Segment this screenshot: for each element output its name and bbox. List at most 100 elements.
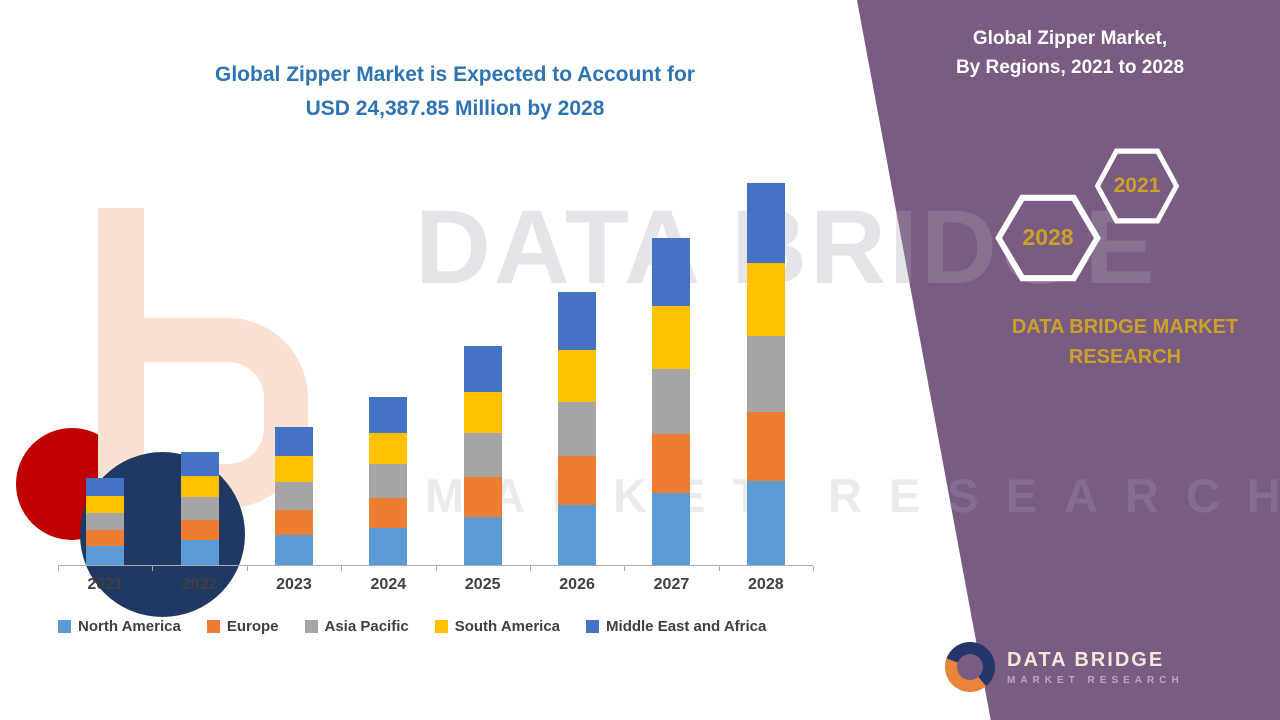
bar-segment-europe xyxy=(274,509,313,535)
axis-tick xyxy=(529,566,531,571)
bar-segment-north-america xyxy=(274,534,313,565)
bar-segment-north-america xyxy=(463,516,502,565)
legend-item-north-america: North America xyxy=(58,618,181,635)
bar-2023 xyxy=(247,160,341,565)
legend-swatch xyxy=(586,620,600,633)
panel-title-line1: Global Zipper Market, xyxy=(972,28,1168,49)
chart-legend: North America Europe Asia Pacific South Ame… xyxy=(58,618,766,635)
bar-segment-north-america xyxy=(746,481,785,565)
legend-swatch xyxy=(304,620,318,633)
x-axis-label-2027: 2027 xyxy=(653,576,690,593)
hexagon-outline: 2021 xyxy=(1094,148,1180,224)
legend-label: North America xyxy=(78,618,181,635)
bar-segment-south-america xyxy=(180,475,219,498)
x-axis-label-2025: 2025 xyxy=(464,576,501,593)
footer-logo: DATA BRIDGE MARKET RESEARCH xyxy=(945,642,1184,692)
bar-segment-north-america xyxy=(180,540,219,565)
brand-name-text: DATA BRIDGE MARKET RESEARCH xyxy=(965,312,1280,372)
bar-2024 xyxy=(341,160,435,565)
bar-segment-europe xyxy=(86,530,125,546)
plot-area xyxy=(58,160,813,565)
brand-name-line1: DATA BRIDGE MARKET xyxy=(1011,316,1239,338)
footer-logo-text: DATA BRIDGE MARKET RESEARCH xyxy=(1007,648,1184,686)
bar-segment-north-america xyxy=(652,492,691,565)
axis-tick xyxy=(152,566,154,571)
hexagon-outline: 2028 xyxy=(995,194,1101,282)
x-axis-label-2026: 2026 xyxy=(559,576,595,593)
legend-label: Europe xyxy=(226,618,279,635)
bar-segment-europe xyxy=(652,434,691,493)
bar-segment-asia-pacific xyxy=(652,368,691,435)
bar-segment-asia-pacific xyxy=(558,401,597,456)
bar-2022 xyxy=(152,160,246,565)
x-axis-label-2024: 2024 xyxy=(370,576,407,593)
bar-2027 xyxy=(624,160,718,565)
axis-tick xyxy=(624,566,626,571)
chart-title-line2: USD 24,387.85 Million by 2028 xyxy=(305,96,605,120)
axis-tick xyxy=(718,566,720,571)
hexagon-badge-2028: 2028 xyxy=(993,193,1103,283)
axis-tick xyxy=(341,566,343,571)
bar-segment-middle-east-and-africa xyxy=(463,345,502,392)
x-axis-label-2028: 2028 xyxy=(748,576,784,593)
bar-2021 xyxy=(58,160,152,565)
x-axis-label-2023: 2023 xyxy=(276,576,312,593)
x-axis-label-2022: 2022 xyxy=(181,576,218,593)
bar-segment-asia-pacific xyxy=(369,464,408,498)
bar-segment-south-america xyxy=(558,349,597,402)
bar-segment-middle-east-and-africa xyxy=(746,183,785,264)
hexagon-year-label: 2021 xyxy=(1100,153,1174,219)
hexagon-badge-2021: 2021 xyxy=(1093,147,1181,225)
bar-segment-asia-pacific xyxy=(463,433,502,478)
bar-segment-asia-pacific xyxy=(86,512,125,531)
x-axis-label-2021: 2021 xyxy=(87,576,123,593)
panel-title-line2: By Regions, 2021 to 2028 xyxy=(955,57,1185,79)
axis-tick xyxy=(813,566,814,571)
bar-segment-middle-east-and-africa xyxy=(652,237,691,307)
brand-name-line2: RESEARCH xyxy=(1068,346,1182,368)
data-bridge-logo-icon xyxy=(945,642,995,692)
bar-segment-asia-pacific xyxy=(180,497,219,520)
legend-item-middle-east-and-africa: Middle East and Africa xyxy=(586,618,766,635)
bar-segment-asia-pacific xyxy=(274,482,313,510)
bar-segment-europe xyxy=(558,456,597,505)
bar-segment-europe xyxy=(746,412,785,481)
bar-segment-middle-east-and-africa xyxy=(274,427,313,457)
footer-logo-subtitle: MARKET RESEARCH xyxy=(1007,675,1184,686)
bar-2026 xyxy=(530,160,624,565)
legend-item-europe: Europe xyxy=(206,618,279,635)
bar-segment-middle-east-and-africa xyxy=(369,397,408,433)
bar-segment-north-america xyxy=(558,505,597,565)
axis-tick xyxy=(246,566,248,571)
chart-title: Global Zipper Market is Expected to Acco… xyxy=(130,58,780,125)
bar-segment-europe xyxy=(463,477,502,517)
x-axis-line xyxy=(58,565,813,566)
bar-segment-north-america xyxy=(86,545,125,565)
legend-swatch xyxy=(206,620,220,633)
axis-tick xyxy=(435,566,437,571)
bar-segment-europe xyxy=(369,497,408,529)
legend-swatch xyxy=(58,620,71,633)
legend-swatch xyxy=(434,620,448,633)
bar-segment-middle-east-and-africa xyxy=(558,292,597,350)
legend-label: South America xyxy=(454,618,561,635)
bar-segment-south-america xyxy=(369,432,408,465)
panel-title: Global Zipper Market, By Regions, 2021 t… xyxy=(915,24,1225,83)
bar-segment-south-america xyxy=(746,263,785,336)
bar-2025 xyxy=(436,160,530,565)
x-axis-labels: 2021 2022 2023 2024 2025 2026 2027 2028 xyxy=(58,576,813,594)
footer-logo-name: DATA BRIDGE xyxy=(1007,649,1165,671)
bar-segment-south-america xyxy=(463,391,502,434)
axis-tick xyxy=(58,566,59,571)
bar-segment-asia-pacific xyxy=(746,335,785,413)
bar-segment-south-america xyxy=(652,306,691,369)
bar-segment-south-america xyxy=(274,456,313,483)
bar-2028 xyxy=(719,160,813,565)
hexagon-year-label: 2028 xyxy=(1002,200,1094,276)
chart-title-line1: Global Zipper Market is Expected to Acco… xyxy=(215,63,695,86)
legend-label: Asia Pacific xyxy=(324,618,409,635)
bar-segment-middle-east-and-africa xyxy=(86,478,125,497)
legend-item-asia-pacific: Asia Pacific xyxy=(304,618,409,635)
legend-item-south-america: South America xyxy=(434,618,561,635)
